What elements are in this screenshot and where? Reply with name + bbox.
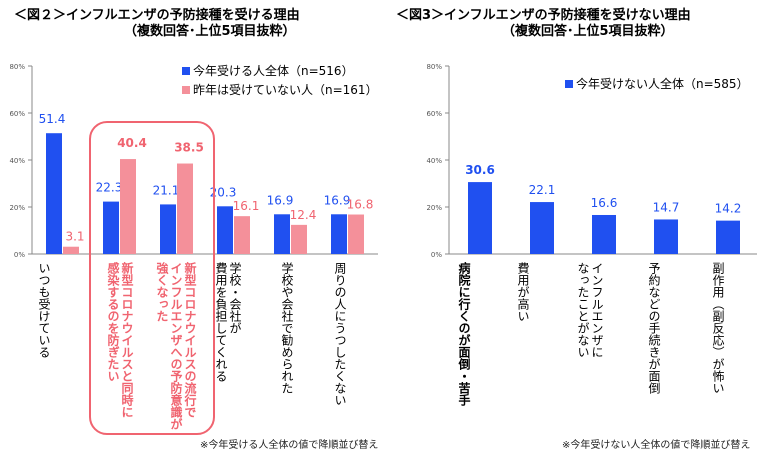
bar: [716, 220, 740, 254]
category-label: 費用が高い: [516, 262, 530, 322]
chart2-legend-item-0: 今年受ける人全体（n=516）: [182, 62, 354, 79]
bar: [592, 214, 616, 254]
chart3-title-main: ＜図3＞インフルエンザの予防接種を受けない理由: [396, 8, 691, 23]
bar: [291, 224, 307, 254]
chart2-title-main: ＜図２＞インフルエンザの予防接種を受ける理由: [14, 8, 300, 23]
category-label: 予約などの手続きが面倒: [647, 262, 661, 394]
data-label: 21.1: [153, 183, 180, 197]
category-label: いつも受けている: [37, 262, 51, 358]
data-label: 30.6: [465, 163, 495, 177]
chart3-subtitle: （複数回答･上位5項目抜粋）: [502, 24, 674, 39]
chart3-legend-item-0: 今年受けない人全体（n=585）: [565, 75, 749, 92]
bar: [331, 214, 347, 254]
chart2-title: ＜図２＞インフルエンザの予防接種を受ける理由 （複数回答･上位5項目抜粋）: [14, 8, 300, 40]
bar: [177, 163, 193, 254]
data-label: 16.9: [324, 193, 351, 207]
bar: [103, 201, 119, 254]
chart2-subtitle: （複数回答･上位5項目抜粋）: [124, 24, 296, 39]
data-label: 16.8: [347, 198, 374, 212]
y-tick-label: 40%: [426, 157, 442, 165]
y-tick-label: 40%: [9, 157, 25, 165]
bar: [217, 206, 233, 254]
data-label: 14.2: [715, 202, 742, 216]
y-tick-label: 0%: [431, 251, 442, 259]
data-label: 22.3: [96, 181, 123, 195]
category-label: インフルエンザに なったことがない: [576, 262, 604, 358]
bar: [274, 214, 290, 254]
chart3-title: ＜図3＞インフルエンザの予防接種を受けない理由 （複数回答･上位5項目抜粋）: [396, 8, 691, 40]
y-tick-label: 60%: [426, 110, 442, 118]
legend-swatch-blue: [182, 66, 190, 75]
legend-label: 今年受ける人全体（n=516）: [193, 64, 354, 78]
category-label: 病院に行くのが面倒・苦手: [457, 262, 471, 406]
category-label: 学校・会社が 費用を負担してくれる: [214, 262, 242, 382]
bar: [120, 159, 136, 254]
data-label: 51.4: [39, 112, 66, 126]
y-tick-label: 80%: [426, 63, 442, 71]
data-label: 40.4: [117, 136, 147, 150]
category-label: 新型コロナウイルスと同時に 感染するのを防ぎたい: [106, 262, 134, 418]
bar: [530, 202, 554, 254]
data-label: 38.5: [174, 141, 204, 155]
data-label: 20.3: [210, 185, 237, 199]
bar: [348, 214, 364, 254]
bar: [654, 219, 678, 254]
data-label: 16.9: [267, 193, 294, 207]
data-label: 16.1: [233, 199, 260, 213]
data-label: 3.1: [65, 230, 84, 244]
bar: [46, 133, 62, 254]
chart3-note: ※今年受けない人全体の値で降順並び替え: [562, 440, 751, 451]
data-label: 22.1: [529, 183, 556, 197]
legend-swatch-pink: [182, 85, 190, 94]
chart2-note: ※今年受ける人全体の値で降順並び替え: [200, 440, 379, 451]
legend-label: 昨年は受けていない人（n=161）: [193, 83, 378, 97]
data-label: 12.4: [290, 208, 317, 222]
category-label: 周りの人にうつしたくない: [333, 262, 347, 406]
data-label: 14.7: [653, 200, 680, 214]
bar: [63, 246, 79, 254]
category-label: 学校や会社で勧められた: [280, 262, 294, 394]
data-label: 16.6: [591, 196, 618, 210]
y-tick-label: 60%: [9, 110, 25, 118]
legend-label: 今年受けない人全体（n=585）: [576, 77, 749, 91]
y-tick-label: 80%: [9, 63, 25, 71]
bar: [468, 182, 492, 254]
category-label: 新型コロナウイルスの流行で インフルエンザへの予防意識が 強くなった: [155, 262, 197, 430]
bar: [160, 204, 176, 254]
y-tick-label: 0%: [14, 251, 25, 259]
bar: [234, 216, 250, 254]
y-tick-label: 20%: [426, 204, 442, 212]
highlight-box: [89, 121, 215, 435]
chart2-legend-item-1: 昨年は受けていない人（n=161）: [182, 81, 378, 98]
legend-swatch-blue: [565, 79, 573, 88]
category-label: 副作用（副反応）が怖い: [711, 262, 725, 394]
y-tick-label: 20%: [9, 204, 25, 212]
